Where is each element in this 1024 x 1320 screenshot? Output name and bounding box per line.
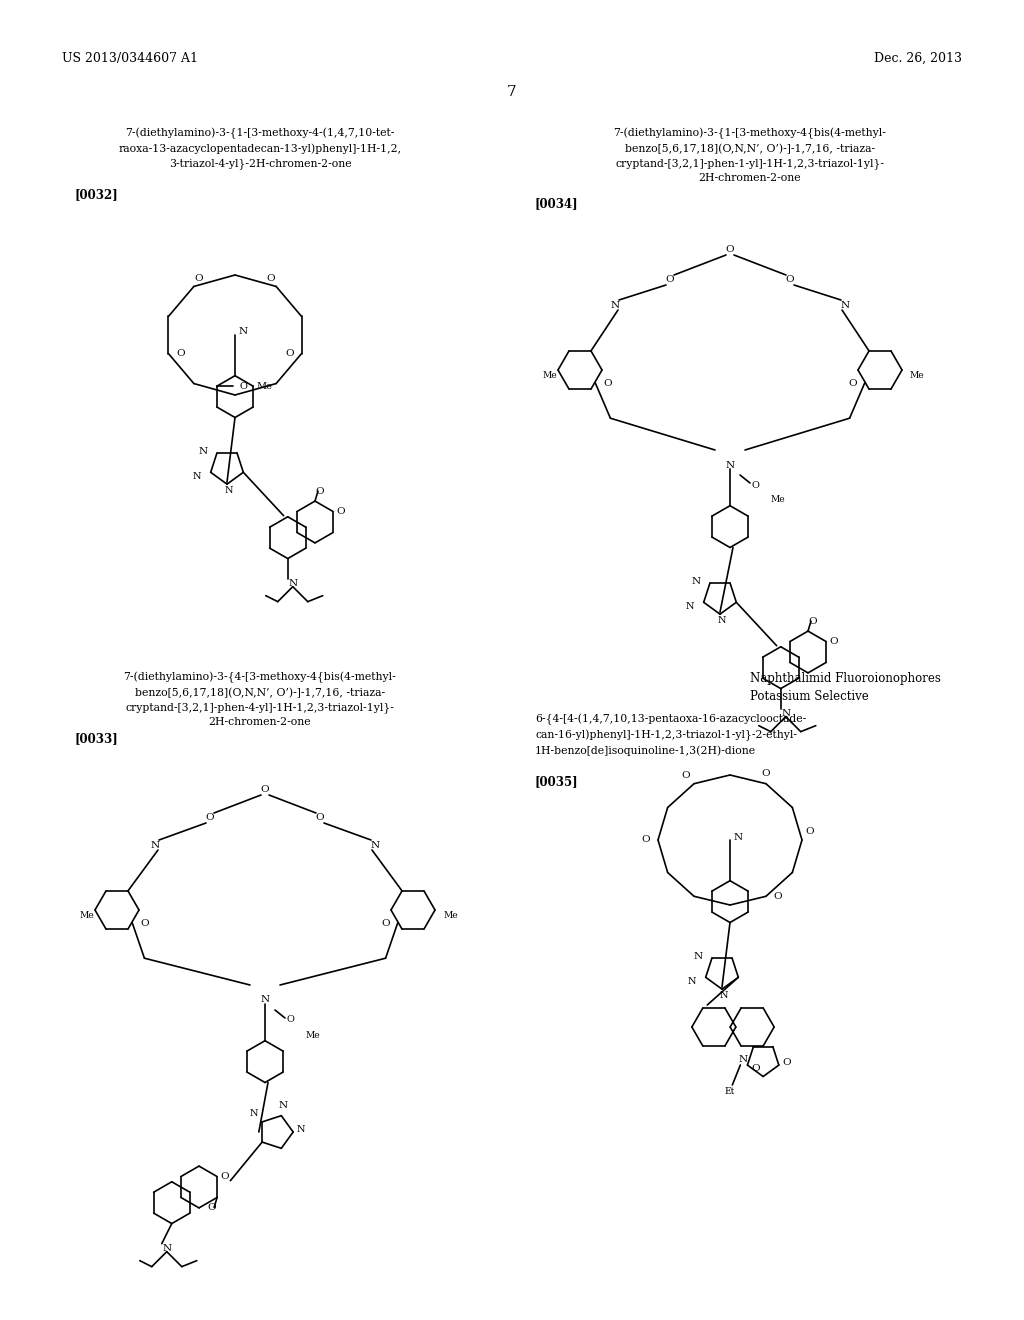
Text: O: O (666, 276, 675, 285)
Text: O: O (726, 246, 734, 255)
Text: N: N (199, 446, 208, 455)
Text: Dec. 26, 2013: Dec. 26, 2013 (874, 51, 962, 65)
Text: O: O (195, 275, 203, 282)
Text: O: O (848, 379, 857, 388)
Text: O: O (240, 381, 248, 391)
Text: O: O (261, 785, 269, 795)
Text: [0032]: [0032] (75, 187, 119, 201)
Text: Me: Me (910, 371, 925, 380)
Text: O: O (176, 348, 184, 358)
Text: O: O (806, 828, 814, 837)
Text: O: O (751, 480, 759, 490)
Text: [0034]: [0034] (535, 197, 579, 210)
Text: O: O (140, 919, 148, 928)
Text: O: O (809, 616, 817, 626)
Text: N: N (718, 615, 726, 624)
Text: O: O (286, 1015, 294, 1024)
Text: O: O (267, 275, 275, 282)
Text: Me: Me (543, 371, 557, 380)
Text: Et: Et (725, 1088, 735, 1097)
Text: N: N (733, 833, 742, 842)
Text: O: O (206, 813, 214, 822)
Text: N: N (297, 1126, 305, 1134)
Text: 6-{4-[4-(1,4,7,10,13-pentaoxa-16-azacyclooctade-
can-16-yl)phenyl]-1H-1,2,3-tria: 6-{4-[4-(1,4,7,10,13-pentaoxa-16-azacycl… (535, 714, 806, 756)
Text: Me: Me (306, 1031, 321, 1040)
Text: O: O (682, 771, 690, 780)
Text: Me: Me (80, 911, 94, 920)
Text: 7-(diethylamino)-3-{4-[3-methoxy-4{bis(4-methyl-
benzo[5,6,17,18](O,N,N’, O’)-]-: 7-(diethylamino)-3-{4-[3-methoxy-4{bis(4… (124, 672, 396, 726)
Text: O: O (381, 919, 390, 928)
Text: O: O (337, 507, 345, 516)
Text: O: O (315, 813, 325, 822)
Text: [0033]: [0033] (75, 733, 119, 744)
Text: O: O (286, 348, 294, 358)
Text: O: O (315, 487, 325, 495)
Text: O: O (642, 836, 650, 845)
Text: US 2013/0344607 A1: US 2013/0344607 A1 (62, 51, 198, 65)
Text: N: N (693, 952, 702, 961)
Text: N: N (738, 1056, 748, 1064)
Text: N: N (781, 709, 791, 718)
Text: 7: 7 (507, 84, 517, 99)
Text: O: O (785, 276, 795, 285)
Text: N: N (193, 471, 201, 480)
Text: O: O (752, 1064, 760, 1073)
Text: Naphthalimid Fluoroionophores
Potassium Selective: Naphthalimid Fluoroionophores Potassium … (750, 672, 941, 704)
Text: N: N (720, 990, 728, 999)
Text: 7-(diethylamino)-3-{1-[3-methoxy-4{bis(4-methyl-
benzo[5,6,17,18](O,N,N’, O’)-]-: 7-(diethylamino)-3-{1-[3-methoxy-4{bis(4… (613, 128, 887, 182)
Text: N: N (610, 301, 620, 309)
Text: N: N (224, 486, 233, 495)
Text: N: N (260, 995, 269, 1005)
Text: O: O (603, 379, 611, 388)
Text: N: N (250, 1109, 258, 1118)
Text: O: O (774, 892, 782, 900)
Text: O: O (829, 638, 839, 645)
Text: N: N (162, 1245, 171, 1253)
Text: N: N (687, 977, 696, 986)
Text: N: N (151, 841, 160, 850)
Text: O: O (221, 1172, 229, 1181)
Text: Me: Me (257, 381, 272, 391)
Text: O: O (208, 1203, 216, 1212)
Text: O: O (782, 1057, 792, 1067)
Text: N: N (725, 461, 734, 470)
Text: N: N (685, 602, 694, 611)
Text: Me: Me (771, 495, 785, 504)
Text: N: N (279, 1101, 288, 1110)
Text: Me: Me (443, 911, 458, 920)
Text: N: N (691, 577, 700, 586)
Text: [0035]: [0035] (535, 775, 579, 788)
Text: N: N (371, 841, 380, 850)
Text: 7-(diethylamino)-3-{1-[3-methoxy-4-(1,4,7,10-tet-
raoxa-13-azacyclopentadecan-13: 7-(diethylamino)-3-{1-[3-methoxy-4-(1,4,… (119, 128, 401, 169)
Text: N: N (288, 579, 297, 589)
Text: O: O (762, 770, 770, 779)
Text: N: N (841, 301, 850, 309)
Text: N: N (239, 327, 248, 337)
